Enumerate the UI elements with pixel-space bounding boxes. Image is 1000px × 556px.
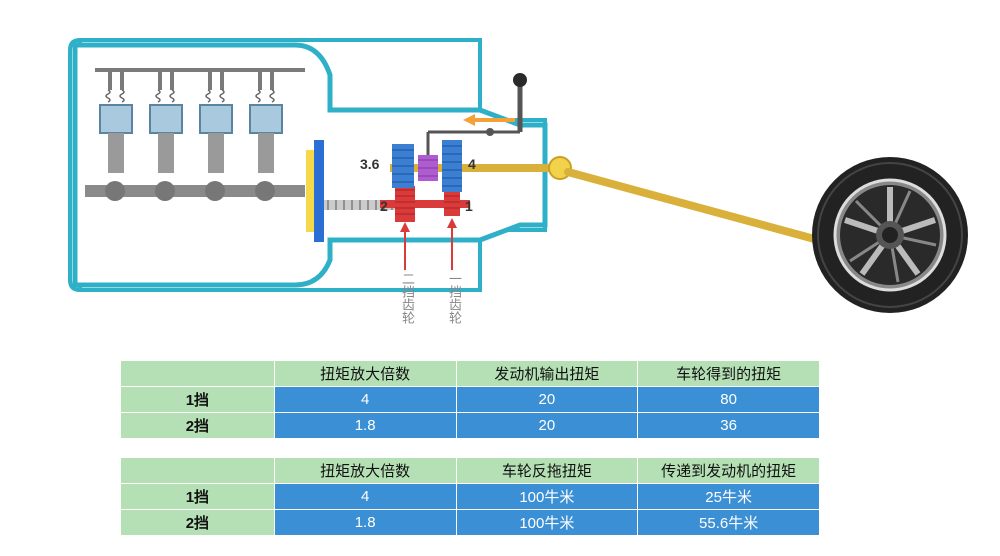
header-col: 传递到发动机的扭矩 <box>638 458 820 484</box>
header-col: 车轮反拖扭矩 <box>456 458 638 484</box>
table-cell: 36 <box>638 413 820 439</box>
flywheel-blue <box>314 140 324 242</box>
gear1-arrow <box>447 218 457 270</box>
table-cell: 20 <box>456 387 638 413</box>
table-cell: 55.6牛米 <box>638 510 820 536</box>
row-label: 1挡 <box>121 387 275 413</box>
wheel <box>812 157 968 313</box>
table-cell: 100牛米 <box>456 510 638 536</box>
header-col: 发动机输出扭矩 <box>456 361 638 387</box>
transmission-diagram: 3.6 4 2 1 二挡齿轮 一挡齿轮 <box>0 0 1000 350</box>
table-cell: 1.8 <box>274 413 456 439</box>
table-row: 1挡 4 100牛米 25牛米 <box>121 484 820 510</box>
gear-3-top <box>392 144 414 188</box>
table-row: 2挡 1.8 100牛米 55.6牛米 <box>121 510 820 536</box>
header-col: 扭矩放大倍数 <box>274 458 456 484</box>
header-col: 扭矩放大倍数 <box>274 361 456 387</box>
label-2: 2 <box>380 198 388 214</box>
table-row: 2挡 1.8 20 36 <box>121 413 820 439</box>
torque-table-1: 扭矩放大倍数 发动机输出扭矩 车轮得到的扭矩 1挡 4 20 80 2挡 1.8… <box>120 360 820 439</box>
table-cell: 100牛米 <box>456 484 638 510</box>
label-1: 1 <box>465 198 473 214</box>
gear1-anno: 一挡齿轮 <box>445 272 464 324</box>
header-blank <box>121 458 275 484</box>
gear-4-top <box>442 140 462 192</box>
table-cell: 20 <box>456 413 638 439</box>
table-cell: 4 <box>274 484 456 510</box>
gear2-arrow <box>400 222 410 270</box>
table-cell: 25牛米 <box>638 484 820 510</box>
row-label: 1挡 <box>121 484 275 510</box>
row-label: 2挡 <box>121 413 275 439</box>
gear2-anno: 二挡齿轮 <box>398 272 417 324</box>
label-3.6: 3.6 <box>360 156 379 172</box>
label-4: 4 <box>468 156 476 172</box>
table-row: 1挡 4 20 80 <box>121 387 820 413</box>
row-label: 2挡 <box>121 510 275 536</box>
table-header-row: 扭矩放大倍数 车轮反拖扭矩 传递到发动机的扭矩 <box>121 458 820 484</box>
flywheel-yellow <box>306 150 314 232</box>
synchronizer <box>418 155 438 181</box>
table-cell: 4 <box>274 387 456 413</box>
header-col: 车轮得到的扭矩 <box>638 361 820 387</box>
gear-2-bottom <box>395 186 415 222</box>
table-cell: 1.8 <box>274 510 456 536</box>
gear-1-bottom <box>444 192 460 216</box>
header-blank <box>121 361 275 387</box>
table-header-row: 扭矩放大倍数 发动机输出扭矩 车轮得到的扭矩 <box>121 361 820 387</box>
table-cell: 80 <box>638 387 820 413</box>
torque-table-2: 扭矩放大倍数 车轮反拖扭矩 传递到发动机的扭矩 1挡 4 100牛米 25牛米 … <box>120 457 820 536</box>
driveshaft <box>568 172 855 250</box>
